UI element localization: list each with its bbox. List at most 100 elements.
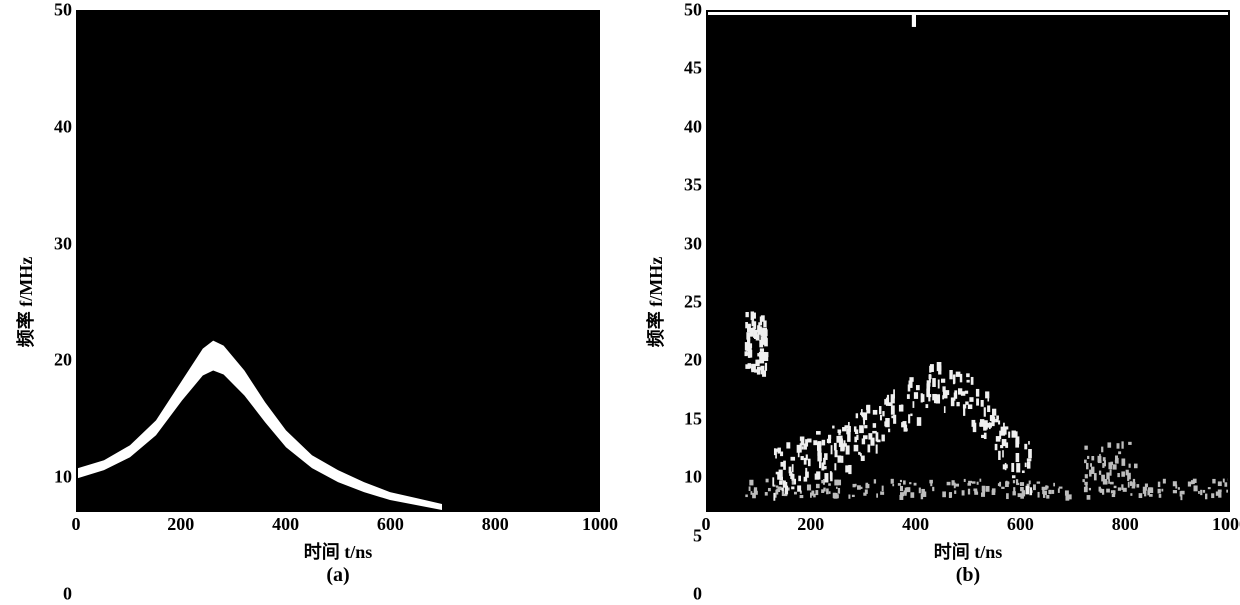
speck [965,391,968,394]
speck [848,494,850,498]
speck [967,380,970,383]
speck [1012,491,1015,495]
speck [966,373,970,377]
speck [1203,490,1205,493]
speck [808,459,811,466]
speck [1002,439,1007,446]
speck [1175,485,1177,489]
speck [813,440,817,445]
speck [1005,464,1008,468]
speck [886,398,889,406]
speck [839,438,843,447]
speck [874,479,876,483]
subplot-b-plotwrap: 频率 f/MHz 05101520253035404550 0200400600… [640,10,1230,594]
speck [745,364,750,369]
speck [749,480,753,486]
ytick-label: 10 [670,467,702,488]
speck [841,446,845,450]
speck [1121,441,1123,448]
speck [1058,488,1060,493]
speck [1022,490,1024,494]
speck [841,456,843,463]
speck [1163,479,1166,484]
speck [951,397,955,406]
speck [964,479,966,482]
speck [921,393,923,402]
speck [859,425,864,433]
xtick-label: 200 [797,514,824,535]
speck [824,453,828,460]
subplot-a-xlabel: 时间 t/ns [76,538,600,564]
speck [942,395,944,399]
xtick-label: 600 [377,514,404,535]
xtick-label: 800 [482,514,509,535]
speck [1198,491,1200,494]
ytick-label: 30 [670,233,702,254]
speck [1065,495,1069,501]
subplot-b-plotarea [706,10,1230,512]
speck [829,491,831,494]
speck [855,429,858,434]
speck [976,398,979,405]
speck [974,491,978,493]
speck [1053,483,1055,487]
speck [1037,481,1040,483]
speck [1226,490,1228,493]
speck [798,476,801,482]
speck [802,446,804,449]
subplot-a-plotcol: 02004006008001000 时间 t/ns (a) [76,10,600,594]
speck [827,439,831,443]
speck [1082,479,1084,482]
speck [752,327,755,331]
speck [816,471,820,479]
speck [776,485,778,487]
subplot-b-ylabel: 频率 f/MHz [642,257,668,347]
speck [786,442,790,448]
speck [1001,487,1004,489]
speck [792,464,794,472]
speck [856,435,858,440]
speck [1149,487,1153,493]
speck [848,422,850,429]
speck [779,481,782,485]
speck [907,394,910,399]
speck [1016,479,1018,483]
speck [1084,446,1087,450]
speck [745,342,749,351]
speck [822,440,826,446]
speck [1127,475,1129,481]
speck [919,488,921,494]
speck [863,493,866,496]
speck [1136,484,1139,487]
speck [838,436,842,439]
speck [821,480,823,483]
speck [1013,480,1015,483]
speck [862,438,865,444]
speck [760,348,764,351]
speck [1107,442,1111,447]
speck [859,487,862,489]
speck [925,404,928,408]
speck [876,432,879,441]
speck [1099,471,1101,475]
speck [789,467,792,474]
xtick-label: 0 [72,514,81,535]
subplot-a: 频率 f/MHz 01020304050 02004006008001000 时… [10,10,600,594]
speck [1005,481,1009,487]
speck [1121,458,1125,465]
speck [780,477,783,481]
speck [765,363,767,371]
speck [1033,484,1036,490]
speck [838,455,842,462]
xtick-label: 0 [702,514,711,535]
speck [1132,482,1135,486]
speck [780,452,783,457]
speck [956,402,959,406]
speck [968,489,970,495]
speck [936,394,940,403]
speck [891,416,895,419]
speck [965,401,968,404]
speck [880,491,884,494]
speck [1006,493,1009,499]
subplot-b-caption: (b) [706,564,1230,594]
